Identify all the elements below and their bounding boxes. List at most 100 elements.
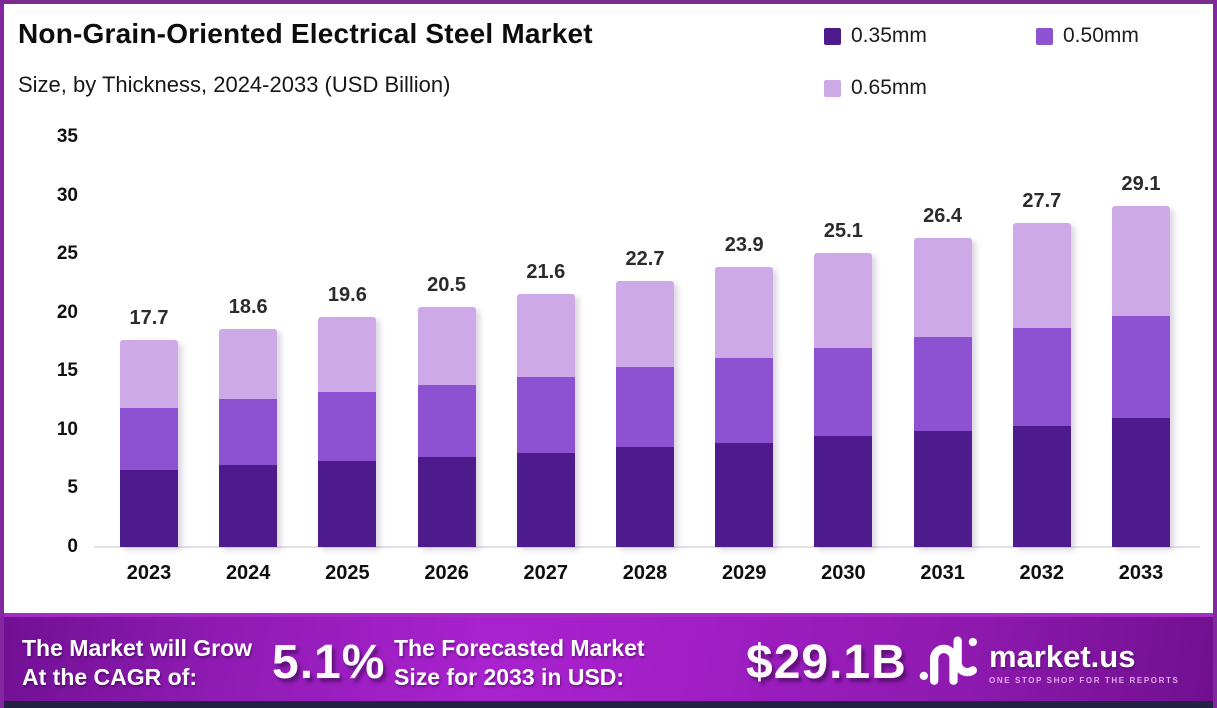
legend-label: 0.50mm [1063,24,1139,47]
bar-segment-2031-0.50mm[interactable] [913,337,972,431]
legend-item-0.50mm[interactable]: 0.50mm [1036,24,1139,48]
bar-segment-2025-0.65mm[interactable] [318,317,377,393]
x-axis-label-2023: 2023 [126,562,172,584]
bar-segment-2029-0.65mm[interactable] [715,267,774,359]
bar-2025[interactable] [318,317,377,547]
bar-segment-2026-0.35mm[interactable] [417,456,476,547]
forecast-value: $29.1B [746,636,907,689]
bar-2027[interactable] [516,293,575,547]
bar-segment-2030-0.35mm[interactable] [814,435,873,547]
x-axis-label-2028: 2028 [622,562,668,584]
bar-segment-2029-0.35mm[interactable] [715,442,774,547]
bar-segment-2026-0.50mm[interactable] [417,385,476,457]
y-axis-tick-0: 0 [67,536,78,557]
cagr-label-line2: At the CAGR of: [22,664,198,691]
market-us-logo-icon [919,635,977,690]
bar-segment-2027-0.65mm[interactable] [516,293,575,378]
bar-2028[interactable] [616,281,674,547]
bar-segment-2031-0.65mm[interactable] [913,237,972,338]
legend-label: 0.65mm [851,76,927,99]
bar-total-label-2023: 17.7 [129,306,169,329]
bar-segment-2027-0.35mm[interactable] [516,453,575,547]
bar-segment-2029-0.50mm[interactable] [715,358,774,443]
market-us-logo: market.us ONE STOP SHOP FOR THE REPORTS [919,635,1179,690]
bar-2029[interactable] [715,267,774,547]
footer-bottom-strip [4,701,1213,708]
bar-2026[interactable] [417,306,476,547]
legend-item-0.35mm[interactable]: 0.35mm [824,24,927,48]
bar-segment-2023-0.65mm[interactable] [120,339,178,408]
x-axis-label-2029: 2029 [721,562,767,584]
bar-segment-2033-0.50mm[interactable] [1112,316,1170,419]
x-axis-label-2030: 2030 [821,562,866,584]
page-title: Non-Grain-Oriented Electrical Steel Mark… [18,18,593,49]
y-axis-tick-15: 15 [56,360,78,382]
bar-2023[interactable] [120,339,178,547]
bar-total-label-2031: 26.4 [923,204,963,227]
bar-total-label-2024: 18.6 [228,296,268,319]
bar-segment-2023-0.35mm[interactable] [120,469,178,547]
bar-2031[interactable] [913,237,972,547]
x-axis-label-2025: 2025 [325,562,370,584]
bar-segment-2024-0.50mm[interactable] [219,399,278,465]
x-axis-label-2033: 2033 [1118,562,1164,584]
bar-total-label-2027: 21.6 [526,260,566,283]
bar-2030[interactable] [814,252,873,547]
page-subtitle: Size, by Thickness, 2024-2033 (USD Billi… [18,72,451,97]
bar-total-label-2033: 29.1 [1121,173,1161,196]
forecast-label: The Forecasted Market Size for 2033 in U… [394,634,645,693]
bar-segment-2033-0.35mm[interactable] [1112,418,1170,547]
cagr-label: The Market will Grow At the CAGR of: [22,634,252,693]
bar-segment-2032-0.65mm[interactable] [1012,222,1071,328]
y-axis-tick-5: 5 [67,477,78,499]
bar-segment-2023-0.50mm[interactable] [120,407,178,470]
legend-item-0.65mm[interactable]: 0.65mm [824,76,927,100]
cagr-label-line1: The Market will Grow [22,635,253,661]
x-axis-label-2032: 2032 [1019,562,1065,584]
bar-total-label-2028: 22.7 [625,248,665,271]
brand-name: market.us [989,638,1136,674]
bar-segment-2032-0.50mm[interactable] [1012,327,1071,427]
bar-segment-2030-0.65mm[interactable] [814,252,873,348]
x-axis-line [94,546,1200,548]
forecast-label-line1: The Forecasted Market [394,635,645,661]
y-axis-tick-20: 20 [56,301,78,323]
bar-total-label-2029: 23.9 [724,234,764,257]
legend-swatch-icon [824,27,841,45]
brand-tagline: ONE STOP SHOP FOR THE REPORTS [989,675,1180,685]
bar-2024[interactable] [219,329,278,547]
bar-segment-2025-0.35mm[interactable] [318,461,377,547]
bar-segment-2028-0.35mm[interactable] [616,447,674,547]
bar-total-label-2032: 27.7 [1022,189,1062,212]
bar-segment-2032-0.35mm[interactable] [1012,426,1071,547]
y-axis-tick-10: 10 [56,418,78,440]
y-axis-tick-30: 30 [56,184,78,206]
x-axis-label-2024: 2024 [225,562,271,584]
bar-segment-2028-0.50mm[interactable] [616,366,674,448]
bar-segment-2025-0.50mm[interactable] [318,392,377,462]
bar-segment-2024-0.35mm[interactable] [219,464,278,547]
x-axis-label-2027: 2027 [523,562,569,584]
cagr-value: 5.1% [272,636,386,689]
x-axis-label-2026: 2026 [424,562,469,584]
bar-2033[interactable] [1112,206,1170,547]
legend-label: 0.35mm [851,24,927,47]
bar-segment-2027-0.50mm[interactable] [516,377,575,454]
bar-total-label-2025: 19.6 [327,284,367,307]
bar-segment-2031-0.35mm[interactable] [913,431,972,547]
footer-banner: The Market will Grow At the CAGR of: 5.1… [4,613,1213,708]
y-axis-tick-35: 35 [56,126,78,147]
bar-segment-2033-0.65mm[interactable] [1112,206,1170,317]
forecast-label-line2: Size for 2033 in USD: [394,664,625,691]
bar-total-label-2030: 25.1 [823,219,863,242]
y-axis-tick-25: 25 [56,243,78,265]
bar-segment-2026-0.65mm[interactable] [417,306,476,386]
bar-2032[interactable] [1012,222,1071,547]
bar-segment-2028-0.65mm[interactable] [616,281,674,367]
legend-swatch-icon [1036,27,1053,45]
bar-segment-2030-0.50mm[interactable] [814,347,873,436]
x-axis-label-2031: 2031 [920,562,965,584]
bar-segment-2024-0.65mm[interactable] [219,329,278,400]
legend-swatch-icon [824,79,841,97]
